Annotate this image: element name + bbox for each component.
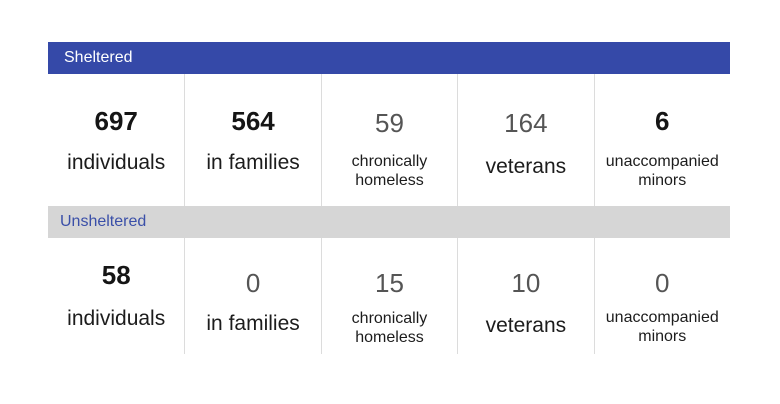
stat-label: in families	[206, 312, 300, 335]
stat-label: in families	[206, 151, 300, 174]
unsheltered-families-stat: 0 in families	[184, 238, 320, 354]
stat-label-line2: minors	[638, 328, 687, 345]
stat-label: veterans	[485, 155, 567, 178]
stat-value: 164	[504, 108, 548, 138]
stat-value: 10	[511, 268, 541, 298]
stat-label: individuals	[67, 307, 166, 330]
unsheltered-header: Unsheltered	[48, 206, 730, 238]
unsheltered-veterans-stat: 10 veterans	[457, 238, 593, 354]
stat-value: 6	[655, 106, 670, 136]
stat-label: veterans	[485, 314, 567, 337]
stat-label-line2: homeless	[355, 329, 424, 346]
stat-label-line1: unaccompanied	[605, 309, 719, 326]
unsheltered-chronically-homeless-stat: 15 chronically homeless	[320, 238, 457, 354]
stat-value: 0	[245, 268, 261, 298]
stat-value: 564	[231, 106, 275, 136]
unsheltered-unaccompanied-minors-stat: 0 unaccompanied minors	[593, 238, 730, 354]
stat-value: 59	[375, 108, 404, 138]
stat-value: 697	[94, 106, 138, 136]
sheltered-chronically-homeless-stat: 59 chronically homeless	[320, 74, 457, 206]
stat-label-line1: chronically	[351, 310, 428, 327]
sheltered-stats-row: 697 individuals 564 in families 59 chron…	[48, 74, 730, 206]
stat-label-line1: chronically	[351, 153, 428, 170]
sheltered-individuals-stat: 697 individuals	[48, 74, 184, 206]
sheltered-families-stat: 564 in families	[184, 74, 320, 206]
stat-label-line2: minors	[638, 172, 687, 189]
stat-value: 58	[101, 260, 131, 290]
stat-value: 15	[375, 268, 404, 298]
sheltered-unaccompanied-minors-stat: 6 unaccompanied minors	[593, 74, 730, 206]
stat-label-line1: unaccompanied	[605, 153, 719, 170]
sheltered-veterans-stat: 164 veterans	[457, 74, 593, 206]
unsheltered-stats-row: 58 individuals 0 in families 15 chronica…	[48, 238, 730, 354]
sheltered-header: Sheltered	[48, 42, 730, 74]
stat-label-line2: homeless	[355, 172, 424, 189]
stat-label: individuals	[67, 151, 166, 174]
stat-value: 0	[655, 268, 670, 298]
homeless-count-panel: Sheltered 697 individuals 564 in familie…	[48, 42, 730, 354]
unsheltered-individuals-stat: 58 individuals	[48, 238, 184, 354]
